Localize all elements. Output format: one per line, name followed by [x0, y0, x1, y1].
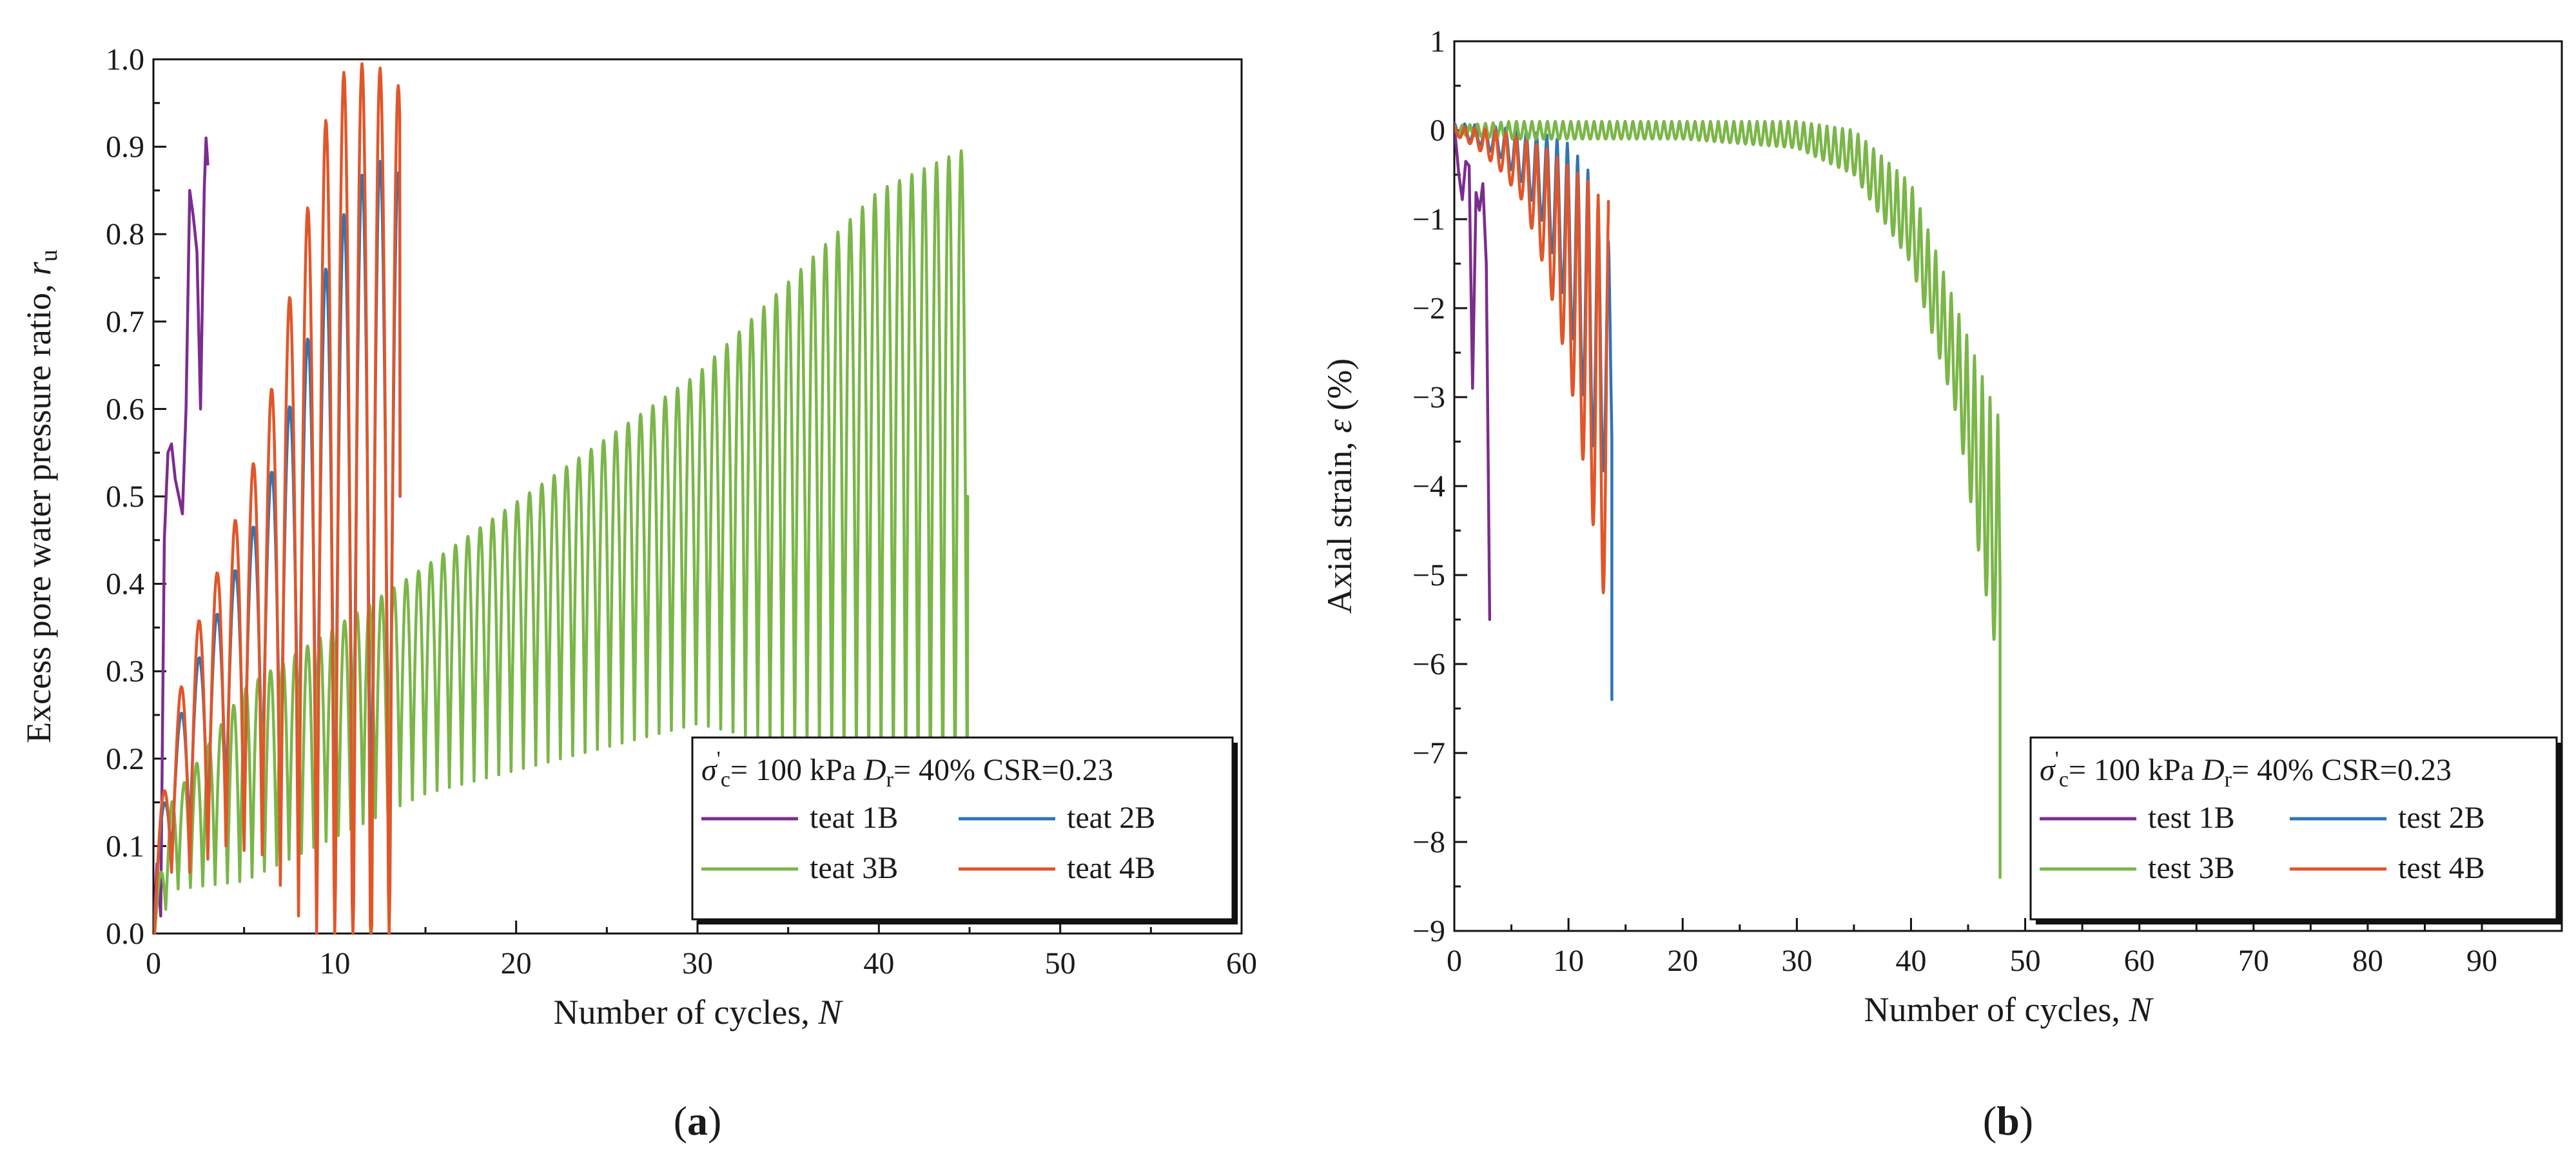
x-tick-label: 0	[146, 946, 161, 981]
y-tick-label: 0.1	[106, 829, 144, 863]
y-tick-label: 0.8	[106, 217, 144, 251]
panel-label: (a)	[674, 1098, 722, 1144]
y-tick-label: 0.6	[106, 392, 144, 426]
y-axis-label: Excess pore water pressure ratio, ru	[19, 249, 63, 743]
y-tick-label: −2	[1412, 291, 1445, 326]
y-axis-label: Axial strain, ε (%)	[1320, 358, 1359, 614]
y-tick-label: 1	[1430, 24, 1445, 59]
series-line-test-1b	[1454, 124, 1492, 621]
chart-b: 0 10 20 30 40 50 60 70 80 9010−1−2−3−4−5−6−7−8−9N…	[1320, 24, 2563, 1144]
legend-entry: test 4B	[2398, 851, 2485, 885]
x-tick-label: 40	[863, 946, 894, 981]
legend-entry: test 1B	[2148, 801, 2235, 835]
series-group	[153, 62, 970, 935]
legend: σ'c= 100 kPa Dr= 40% CSR=0.23 teat 1B teat…	[691, 736, 1238, 924]
x-tick-label: 20	[1667, 944, 1698, 978]
y-tick-label: −1	[1412, 202, 1445, 237]
x-tick-label: 80	[2352, 944, 2383, 978]
x-tick-label: 10	[1553, 944, 1584, 978]
x-tick-label: 60	[2124, 944, 2155, 978]
legend-box	[691, 736, 1234, 921]
y-tick-label: 0	[1430, 113, 1445, 148]
x-tick-label: 50	[2010, 944, 2041, 978]
series-line-teat-3b	[153, 149, 970, 935]
chart-a: 0 10 20 30 40 50 60 0.0 0.1 0.2 0.3 0.4 0.5 0.6 0.7 0.8…	[19, 43, 1257, 1144]
panel-label: (b)	[1983, 1098, 2033, 1144]
y-tick-label: 0.4	[106, 567, 144, 601]
y-tick-label: 0.3	[106, 654, 144, 689]
y-tick-label: −7	[1412, 736, 1445, 770]
y-tick-label: 0.9	[106, 130, 144, 164]
y-tick-label: 0.5	[106, 480, 144, 514]
series-line-test-4b	[1454, 124, 1610, 594]
x-tick-label: 20	[501, 946, 532, 981]
legend-entry: teat 3B	[810, 851, 898, 885]
x-tick-label: 90	[2466, 944, 2497, 978]
x-tick-label: 30	[1781, 944, 1812, 978]
legend-entry: teat 2B	[1067, 801, 1155, 835]
x-tick-label: 10	[319, 946, 350, 981]
y-tick-label: −9	[1412, 914, 1445, 948]
series-group	[1454, 119, 2002, 879]
y-tick-label: 1.0	[106, 43, 144, 77]
x-tick-label: 30	[682, 946, 713, 981]
series-line-teat-4b	[153, 62, 402, 935]
x-tick-label: 0	[1447, 944, 1462, 978]
legend-header: σ'c= 100 kPa Dr= 40% CSR=0.23	[701, 747, 1113, 792]
series-line-teat-1b	[153, 136, 210, 935]
x-tick-label: 60	[1226, 946, 1257, 981]
x-tick-label: 70	[2238, 944, 2269, 978]
legend: σ'c= 100 kPa Dr= 40% CSR=0.23 test 1B test…	[2029, 736, 2562, 924]
y-tick-label: −6	[1412, 647, 1445, 681]
legend-entry: teat 1B	[810, 801, 898, 835]
legend-header: σ'c= 100 kPa Dr= 40% CSR=0.23	[2040, 747, 2452, 792]
x-tick-label: 40	[1895, 944, 1926, 978]
y-tick-label: −5	[1412, 558, 1445, 592]
x-axis-label: Number of cycles, N	[1864, 990, 2154, 1029]
series-line-test-3b	[1454, 119, 2002, 879]
y-tick-label: 0.7	[106, 305, 144, 339]
legend-box	[2029, 736, 2558, 921]
y-tick-label: 0.2	[106, 742, 144, 776]
y-tick-label: −3	[1412, 380, 1445, 415]
x-axis-label: Number of cycles, N	[554, 993, 844, 1031]
legend-entry: teat 4B	[1067, 851, 1155, 885]
y-tick-label: −4	[1412, 469, 1445, 503]
x-tick-label: 50	[1045, 946, 1076, 981]
y-tick-label: −8	[1412, 825, 1445, 859]
legend-entry: test 3B	[2148, 851, 2235, 885]
y-tick-label: 0.0	[106, 917, 144, 951]
legend-entry: test 2B	[2398, 801, 2485, 835]
